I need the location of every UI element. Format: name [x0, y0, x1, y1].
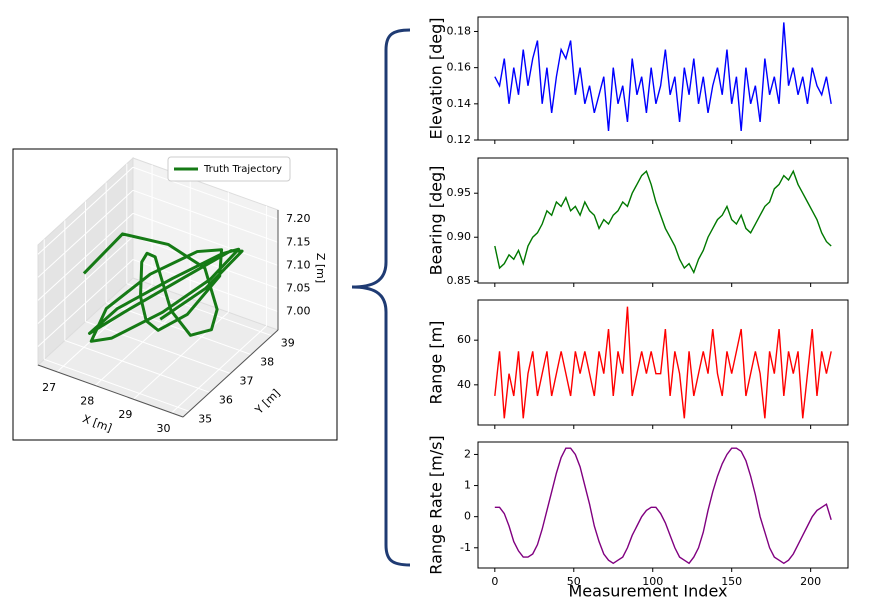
legend-label: Truth Trajectory: [203, 164, 282, 175]
x-axis-label: Measurement Index: [569, 582, 728, 601]
series-line: [494, 169, 832, 275]
z-tick-label: 7.20: [286, 212, 311, 225]
axes-frame: [477, 441, 849, 569]
y-grid-line: [85, 321, 231, 374]
z-grid-line: [132, 189, 279, 243]
y-axis-label: Elevation [deg]: [427, 17, 446, 139]
y-grid-line: [126, 283, 272, 337]
z-grid-line: [132, 166, 279, 220]
y-axis: [182, 329, 279, 418]
x-axis: [37, 364, 184, 418]
y-tick-label: 60: [457, 333, 471, 346]
z-grid-line: [37, 236, 134, 324]
x-tick-label: 28: [80, 395, 94, 408]
z-grid-line: [37, 166, 134, 255]
y-tick-label: 37: [240, 375, 254, 388]
series-line: [494, 306, 832, 419]
y-tick-label: 38: [260, 356, 274, 369]
y-tick-label: 40: [457, 378, 471, 391]
y-tick-label: 0.12: [447, 133, 472, 146]
x-axis-label: X [m]: [81, 412, 114, 435]
y-tick-label: 0.95: [447, 186, 472, 199]
z-grid-line: [132, 212, 279, 266]
left-frame: [12, 148, 338, 441]
y-axis-label: Y [m]: [252, 387, 283, 418]
z-grid-line: [37, 259, 134, 347]
x-tick-label: 150: [721, 575, 742, 588]
legend-box: [167, 156, 291, 182]
z-tick-label: 7.15: [286, 235, 311, 248]
y-tick-label: 0.90: [447, 230, 472, 243]
y-axis-label: Range [m]: [427, 321, 446, 405]
brace: [351, 28, 411, 567]
y-tick-label: 0.14: [447, 97, 472, 110]
trajectory: [82, 232, 244, 343]
axes-frame: [477, 16, 849, 141]
axes-frame: [477, 157, 849, 284]
y-tick-label: 35: [198, 412, 212, 425]
z-axis-label: Z [m]: [314, 253, 327, 283]
y-tick-label: 1: [464, 479, 471, 492]
y-grid-line: [64, 339, 211, 393]
y-tick-label: 2: [464, 447, 471, 460]
y-tick-label: 0: [464, 510, 471, 523]
z-tick-label: 7.00: [286, 305, 311, 318]
x-tick-label: 27: [42, 381, 56, 394]
y-tick-label: 0.16: [447, 61, 472, 74]
series-line: [494, 447, 832, 565]
x-tick-label: 0: [491, 575, 498, 588]
y-tick-label: 39: [281, 337, 295, 350]
x-tick-label: 30: [157, 422, 171, 435]
z-grid-line: [37, 213, 134, 301]
x-tick-label: 100: [642, 575, 663, 588]
x-tick-label: 50: [567, 575, 581, 588]
y-axis-label: Bearing [deg]: [427, 166, 446, 276]
series-line: [494, 22, 832, 132]
x-tick-label: 200: [800, 575, 821, 588]
y-tick-label: 36: [219, 393, 233, 406]
z-tick-label: 7.05: [286, 281, 311, 294]
z-grid-line: [37, 189, 134, 278]
y-tick-label: 0.18: [447, 24, 472, 37]
y-tick-label: 0.85: [447, 274, 472, 287]
y-axis-label: Range Rate [m/s]: [427, 435, 446, 574]
y-grid-line: [44, 358, 190, 412]
z-tick-label: 7.10: [286, 258, 311, 271]
x-tick-label: 29: [118, 408, 132, 421]
y-grid-line: [105, 302, 252, 356]
y-tick-label: -1: [460, 541, 471, 554]
axes-frame: [477, 299, 849, 426]
